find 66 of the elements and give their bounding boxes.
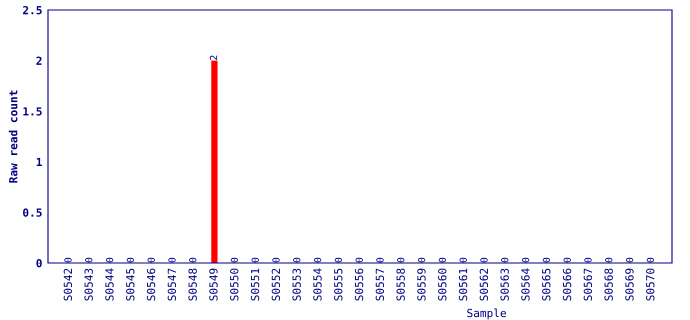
data-label: 0 bbox=[85, 258, 92, 262]
x-tick-label: S0556 bbox=[354, 268, 364, 301]
x-tick-label: S0553 bbox=[292, 268, 301, 301]
x-tick-label: S0544 bbox=[105, 268, 114, 301]
data-label: 0 bbox=[397, 258, 404, 262]
x-tick-label: S0551 bbox=[250, 268, 260, 301]
data-label: 0 bbox=[522, 258, 530, 262]
data-label: 0 bbox=[293, 258, 300, 262]
x-tick-label: S0565 bbox=[542, 268, 550, 301]
data-label: 0 bbox=[459, 258, 467, 262]
data-label: 0 bbox=[584, 258, 592, 262]
y-tick-label: 1 bbox=[36, 158, 42, 166]
data-label: 0 bbox=[272, 258, 280, 262]
data-label: 0 bbox=[126, 258, 134, 262]
x-tick-label: S0557 bbox=[376, 268, 384, 301]
x-tick-label: S0559 bbox=[417, 268, 426, 301]
y-tick-label: 2 bbox=[36, 56, 42, 65]
x-axis-title: Sample bbox=[467, 308, 506, 320]
data-label: 0 bbox=[355, 258, 363, 262]
x-tick-label: S0566 bbox=[562, 268, 572, 301]
data-label: 0 bbox=[314, 258, 322, 262]
x-tick-label: S0560 bbox=[438, 268, 446, 301]
data-label: 0 bbox=[106, 258, 114, 262]
data-label: 0 bbox=[646, 258, 654, 262]
data-label: 2 bbox=[210, 56, 218, 60]
data-label: 0 bbox=[418, 258, 426, 262]
data-label: 0 bbox=[438, 258, 446, 262]
x-tick-label: S0549 bbox=[209, 268, 218, 301]
data-label: 0 bbox=[147, 258, 155, 262]
x-tick-label: S0545 bbox=[126, 268, 134, 301]
x-tick-label: S0555 bbox=[334, 268, 342, 301]
x-tick-label: S0562 bbox=[480, 268, 488, 301]
y-tick-label: 0.5 bbox=[23, 208, 42, 217]
x-tick-label: S0547 bbox=[168, 268, 176, 301]
x-tick-label: S0567 bbox=[584, 268, 592, 301]
y-axis-title: Raw read count bbox=[8, 90, 18, 183]
data-label: 0 bbox=[64, 258, 72, 262]
x-tick-label: S0552 bbox=[272, 268, 280, 301]
data-label: 0 bbox=[251, 258, 259, 262]
data-label: 0 bbox=[376, 258, 384, 262]
x-tick-label: S0548 bbox=[188, 268, 197, 301]
x-tick-label: S0554 bbox=[313, 268, 322, 301]
data-label: 0 bbox=[605, 258, 612, 262]
y-tick-label: 0 bbox=[36, 258, 42, 268]
x-tick-label: S0564 bbox=[521, 268, 530, 301]
x-tick-label: S0563 bbox=[500, 268, 509, 301]
data-label: 0 bbox=[189, 258, 196, 262]
x-tick-label: S0558 bbox=[396, 268, 405, 301]
y-tick-label: 2.5 bbox=[23, 6, 42, 14]
data-label: 0 bbox=[334, 258, 342, 262]
x-tick-label: S0546 bbox=[146, 268, 156, 301]
x-tick-label: S0542 bbox=[64, 268, 72, 301]
x-tick-label: S0568 bbox=[604, 268, 613, 301]
x-tick-label: S0561 bbox=[458, 268, 468, 301]
x-tick-label: S0569 bbox=[625, 268, 634, 301]
x-tick-label: S0570 bbox=[646, 268, 654, 301]
data-label: 0 bbox=[230, 258, 238, 262]
data-label: 0 bbox=[480, 258, 488, 262]
data-label: 0 bbox=[542, 258, 550, 262]
data-label: 0 bbox=[168, 258, 176, 262]
data-label: 0 bbox=[501, 258, 508, 262]
x-tick-label: S0550 bbox=[230, 268, 238, 301]
data-label: 0 bbox=[626, 258, 634, 262]
data-label: 0 bbox=[563, 258, 571, 262]
x-tick-label: S0543 bbox=[84, 268, 93, 301]
y-tick-label: 1.5 bbox=[23, 107, 42, 116]
